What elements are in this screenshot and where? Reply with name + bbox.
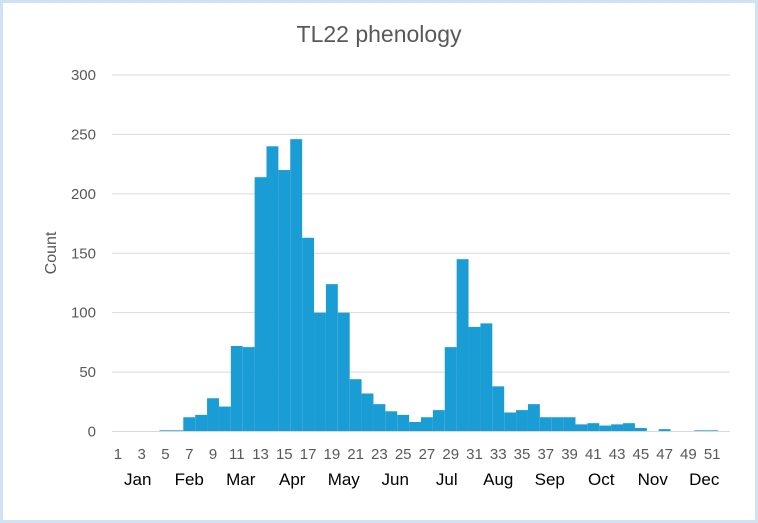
x-tick-label: 33 bbox=[490, 446, 507, 463]
x-tick-label: 1 bbox=[114, 446, 122, 463]
bar-week-26 bbox=[409, 421, 421, 432]
bar-week-20 bbox=[337, 312, 350, 432]
bar-week-22 bbox=[361, 393, 374, 432]
bar-week-31 bbox=[468, 326, 481, 432]
month-label: Sep bbox=[535, 470, 565, 489]
month-label: Apr bbox=[279, 470, 306, 489]
x-tick-label: 37 bbox=[537, 446, 554, 463]
bar-week-50 bbox=[694, 430, 707, 432]
bar-week-16 bbox=[290, 139, 303, 432]
bar-week-23 bbox=[373, 404, 386, 432]
x-tick-label: 5 bbox=[161, 446, 169, 463]
bar-week-35 bbox=[516, 410, 528, 432]
month-label: Feb bbox=[175, 470, 204, 489]
bar-week-51 bbox=[706, 430, 719, 432]
x-tick-label: 27 bbox=[419, 446, 436, 463]
bar-week-32 bbox=[480, 323, 493, 432]
bar-week-9 bbox=[207, 398, 219, 432]
bar-week-30 bbox=[456, 259, 469, 432]
x-tick-label: 23 bbox=[371, 446, 388, 463]
bar-week-42 bbox=[599, 425, 612, 432]
x-tick-label: 13 bbox=[252, 446, 269, 463]
bar-week-10 bbox=[218, 406, 231, 432]
bar-week-18 bbox=[314, 312, 326, 432]
bar-week-27 bbox=[421, 417, 433, 432]
month-label: Jan bbox=[124, 470, 151, 489]
x-tick-label: 45 bbox=[633, 446, 650, 463]
gridlines bbox=[112, 74, 730, 373]
bar-week-8 bbox=[195, 414, 208, 432]
x-tick-label: 47 bbox=[656, 446, 673, 463]
y-tick-label: 200 bbox=[71, 186, 96, 203]
y-tick-label: 250 bbox=[71, 126, 96, 143]
x-tick-label: 15 bbox=[276, 446, 293, 463]
bar-week-43 bbox=[611, 424, 624, 432]
x-tick-label: 39 bbox=[561, 446, 578, 463]
bar-week-19 bbox=[325, 284, 338, 432]
bar-week-5 bbox=[159, 430, 172, 432]
month-label: Jul bbox=[436, 470, 458, 489]
bar-week-24 bbox=[385, 411, 398, 432]
bar-week-25 bbox=[397, 414, 410, 432]
month-label: Oct bbox=[588, 470, 615, 489]
bar-week-15 bbox=[278, 170, 291, 432]
bar-week-29 bbox=[444, 347, 457, 432]
x-tick-label: 11 bbox=[229, 446, 245, 463]
y-tick-labels: 0 50 100 150 200 250 300 bbox=[71, 67, 96, 441]
bars bbox=[159, 139, 719, 432]
month-label: May bbox=[328, 470, 361, 489]
month-label: Nov bbox=[638, 470, 669, 489]
x-tick-label: 49 bbox=[680, 446, 697, 463]
bar-week-12 bbox=[242, 347, 255, 432]
x-tick-label: 9 bbox=[209, 446, 217, 463]
x-tick-label: 17 bbox=[300, 446, 317, 463]
x-tick-label: 25 bbox=[395, 446, 412, 463]
bar-week-7 bbox=[183, 417, 196, 432]
bar-week-11 bbox=[230, 345, 243, 432]
y-axis-label: Count bbox=[43, 231, 60, 274]
chart-title: TL22 phenology bbox=[297, 21, 462, 47]
bar-week-38 bbox=[551, 417, 564, 432]
bar-week-14 bbox=[266, 146, 279, 432]
bar-week-45 bbox=[634, 427, 647, 432]
bar-week-41 bbox=[587, 423, 600, 432]
bar-week-28 bbox=[432, 410, 445, 432]
y-tick-label: 150 bbox=[71, 245, 96, 262]
bar-week-39 bbox=[563, 417, 576, 432]
month-label: Jun bbox=[382, 470, 409, 489]
bar-week-17 bbox=[302, 237, 315, 432]
bar-week-33 bbox=[492, 386, 505, 432]
bar-week-44 bbox=[623, 423, 635, 432]
y-tick-label: 50 bbox=[79, 364, 96, 381]
y-tick-label: 300 bbox=[71, 67, 96, 84]
x-tick-label: 3 bbox=[138, 446, 146, 463]
bar-week-36 bbox=[527, 404, 540, 432]
bar-week-13 bbox=[254, 177, 267, 432]
x-tick-label: 51 bbox=[704, 446, 721, 463]
x-tick-label: 29 bbox=[442, 446, 459, 463]
x-tick-label: 7 bbox=[185, 446, 193, 463]
x-tick-label: 41 bbox=[585, 446, 602, 463]
month-label: Dec bbox=[689, 470, 720, 489]
bar-week-34 bbox=[504, 412, 517, 432]
month-labels: Jan Feb Mar Apr May Jun Jul Aug Sep Oct Nov Dec bbox=[124, 470, 720, 489]
bar-week-6 bbox=[171, 430, 184, 432]
x-tick-label: 43 bbox=[609, 446, 626, 463]
bar-week-47 bbox=[658, 429, 671, 432]
x-tick-label: 19 bbox=[324, 446, 341, 463]
month-label: Mar bbox=[226, 470, 256, 489]
x-tick-label: 31 bbox=[466, 446, 483, 463]
y-tick-label: 100 bbox=[71, 305, 96, 322]
y-tick-label: 0 bbox=[88, 424, 96, 441]
bar-week-21 bbox=[349, 379, 362, 432]
x-tick-label: 35 bbox=[514, 446, 531, 463]
month-label: Aug bbox=[483, 470, 513, 489]
x-tick-labels: 1 3 5 7 9 11 13 15 17 19 21 23 25 27 29 31 33 35 37 39 41 43 4… bbox=[114, 446, 721, 463]
x-tick-label: 21 bbox=[347, 446, 364, 463]
bar-week-40 bbox=[575, 424, 588, 432]
bar-week-37 bbox=[539, 417, 552, 432]
